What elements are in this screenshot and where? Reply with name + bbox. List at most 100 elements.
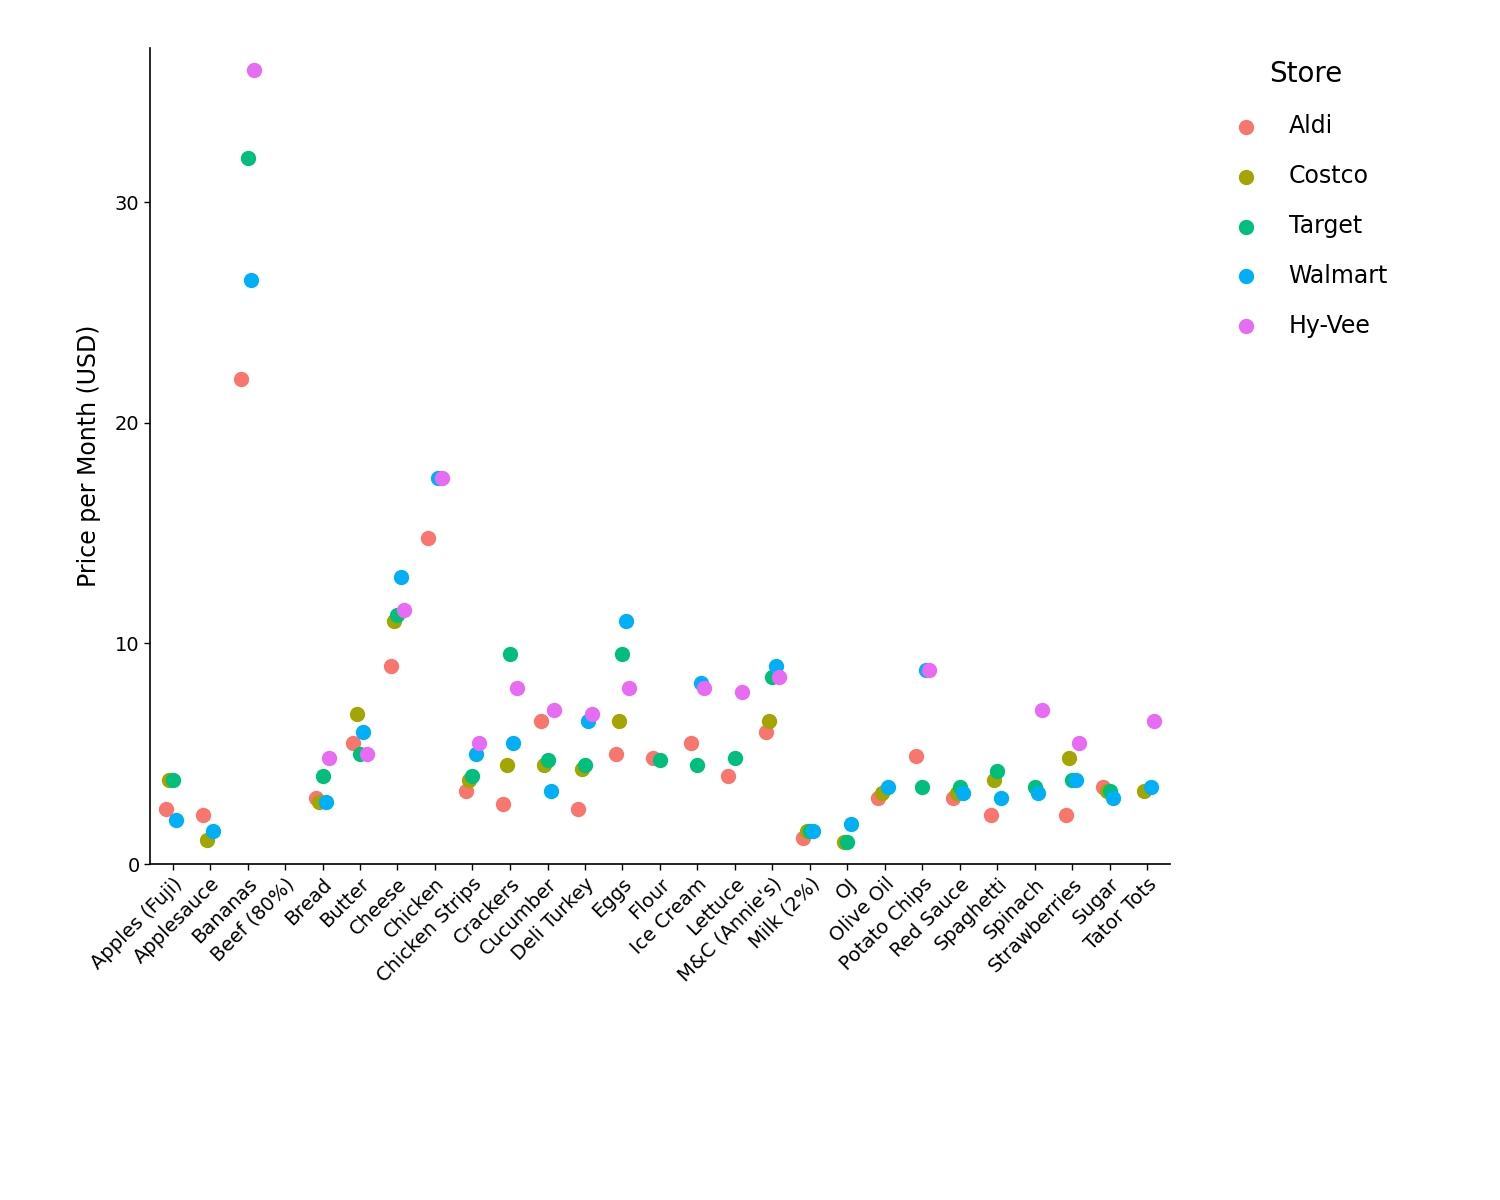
Aldi bbox=[1053, 806, 1077, 826]
Costco bbox=[458, 770, 482, 790]
Hy-Vee bbox=[916, 660, 942, 679]
Walmart bbox=[426, 468, 450, 487]
Costco bbox=[1132, 781, 1156, 800]
Walmart bbox=[951, 784, 975, 803]
Costco bbox=[1058, 749, 1082, 768]
Hy-Vee bbox=[242, 60, 267, 79]
Aldi bbox=[942, 788, 966, 808]
Aldi bbox=[453, 781, 477, 800]
Hy-Vee bbox=[543, 700, 567, 719]
Hy-Vee bbox=[1029, 700, 1053, 719]
Walmart bbox=[388, 568, 412, 587]
Hy-Vee bbox=[766, 667, 792, 686]
Legend: Aldi, Costco, Target, Walmart, Hy-Vee: Aldi, Costco, Target, Walmart, Hy-Vee bbox=[1222, 60, 1388, 337]
Aldi bbox=[903, 746, 927, 766]
Walmart bbox=[688, 673, 712, 692]
Aldi bbox=[716, 766, 740, 785]
Walmart bbox=[314, 793, 338, 812]
Costco bbox=[795, 821, 819, 840]
Hy-Vee bbox=[692, 678, 715, 697]
Walmart bbox=[988, 788, 1012, 808]
Y-axis label: Price per Month (USD): Price per Month (USD) bbox=[76, 325, 101, 587]
Costco bbox=[195, 830, 219, 850]
Aldi bbox=[753, 722, 777, 742]
Aldi bbox=[192, 806, 216, 826]
Target bbox=[723, 749, 747, 768]
Hy-Vee bbox=[729, 683, 753, 702]
Target bbox=[760, 667, 784, 686]
Aldi bbox=[567, 799, 591, 818]
Target bbox=[1023, 778, 1047, 797]
Aldi bbox=[865, 788, 889, 808]
Target bbox=[648, 751, 672, 770]
Aldi bbox=[228, 370, 252, 389]
Costco bbox=[308, 793, 332, 812]
Costco bbox=[158, 770, 182, 790]
Walmart bbox=[801, 821, 825, 840]
Hy-Vee bbox=[466, 733, 490, 752]
Costco bbox=[495, 755, 519, 774]
Target bbox=[610, 644, 634, 664]
Target bbox=[498, 644, 522, 664]
Hy-Vee bbox=[392, 601, 416, 620]
Target bbox=[686, 755, 709, 774]
Costco bbox=[1095, 781, 1119, 800]
Target bbox=[836, 833, 860, 852]
Aldi bbox=[1090, 778, 1114, 797]
Aldi bbox=[790, 828, 814, 847]
Walmart bbox=[1101, 788, 1125, 808]
Walmart bbox=[164, 810, 188, 829]
Target bbox=[348, 744, 372, 763]
Walmart bbox=[1138, 778, 1162, 797]
Aldi bbox=[978, 806, 1002, 826]
Walmart bbox=[351, 722, 375, 742]
Aldi bbox=[528, 712, 552, 731]
Walmart bbox=[839, 815, 862, 834]
Walmart bbox=[1064, 770, 1088, 790]
Target bbox=[948, 778, 972, 797]
Costco bbox=[532, 755, 556, 774]
Hy-Vee bbox=[616, 678, 640, 697]
Target bbox=[460, 766, 484, 785]
Target bbox=[536, 751, 560, 770]
Target bbox=[910, 778, 934, 797]
Hy-Vee bbox=[1142, 712, 1166, 731]
Walmart bbox=[238, 270, 262, 289]
Aldi bbox=[340, 733, 366, 752]
Target bbox=[1098, 781, 1122, 800]
Walmart bbox=[914, 660, 938, 679]
Costco bbox=[382, 612, 406, 631]
Target bbox=[1060, 770, 1084, 790]
Target bbox=[160, 770, 184, 790]
Target bbox=[986, 762, 1010, 781]
Target bbox=[236, 149, 260, 168]
Costco bbox=[982, 770, 1006, 790]
Hy-Vee bbox=[504, 678, 528, 697]
Costco bbox=[758, 712, 782, 731]
Walmart bbox=[576, 712, 600, 731]
Aldi bbox=[603, 744, 627, 763]
Walmart bbox=[614, 612, 638, 631]
Walmart bbox=[501, 733, 525, 752]
Aldi bbox=[678, 733, 702, 752]
Aldi bbox=[154, 799, 177, 818]
Costco bbox=[945, 784, 969, 803]
Walmart bbox=[464, 744, 488, 763]
Aldi bbox=[490, 794, 516, 814]
Costco bbox=[870, 784, 894, 803]
Walmart bbox=[876, 778, 900, 797]
Target bbox=[310, 766, 334, 785]
Hy-Vee bbox=[429, 468, 453, 487]
Aldi bbox=[303, 788, 327, 808]
Costco bbox=[608, 712, 631, 731]
Costco bbox=[345, 704, 369, 724]
Aldi bbox=[378, 656, 402, 676]
Target bbox=[386, 605, 410, 624]
Target bbox=[573, 755, 597, 774]
Hy-Vee bbox=[579, 704, 603, 724]
Costco bbox=[570, 760, 594, 779]
Walmart bbox=[764, 656, 788, 676]
Aldi bbox=[642, 749, 666, 768]
Hy-Vee bbox=[318, 749, 342, 768]
Aldi bbox=[416, 528, 441, 547]
